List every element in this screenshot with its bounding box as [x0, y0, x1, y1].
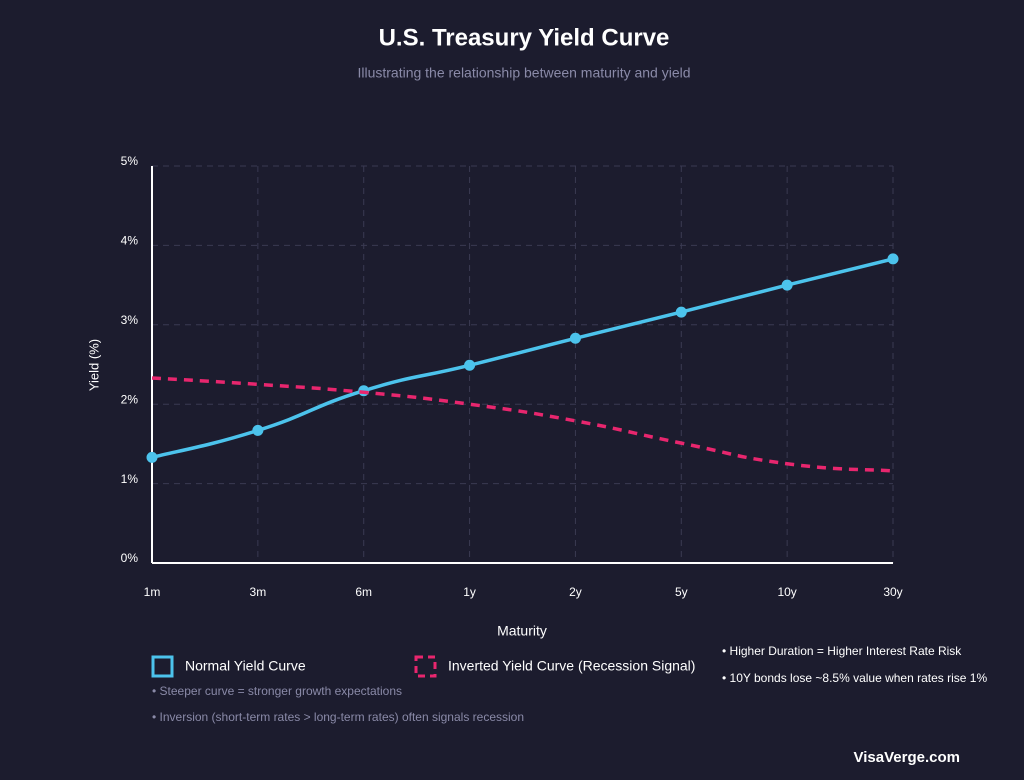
data-point [675, 306, 687, 318]
y-tick-label: 3% [121, 313, 139, 327]
x-tick-label: 30y [883, 585, 902, 599]
y-axis-label: Yield (%) [86, 339, 101, 391]
data-point [781, 279, 793, 291]
footer: VisaVerge.com [854, 749, 960, 766]
chart-subtitle: Illustrating the relationship between ma… [357, 65, 690, 81]
series-line [151, 376, 894, 473]
x-tick-label: 3m [250, 585, 267, 599]
x-axis-label: Maturity [497, 623, 547, 639]
y-tick-label: 2% [121, 392, 139, 406]
chart-title: U.S. Treasury Yield Curve [379, 24, 670, 51]
legend-swatch [414, 655, 437, 678]
x-tick-label: 1m [144, 585, 161, 599]
x-tick-label: 2y [569, 585, 582, 599]
legend-swatch [151, 655, 174, 678]
data-point [252, 424, 264, 436]
annotation: • Higher Duration = Higher Interest Rate… [722, 644, 962, 658]
data-point [887, 253, 899, 265]
series-line [151, 257, 894, 460]
y-tick-label: 0% [121, 551, 139, 565]
y-tick-label: 4% [121, 234, 139, 248]
x-tick-label: 1y [463, 585, 476, 599]
data-point [464, 359, 476, 371]
y-tick-label: 1% [121, 472, 139, 486]
legend-label: Normal Yield Curve [185, 658, 306, 674]
annotation: • Inversion (short-term rates > long-ter… [152, 710, 524, 724]
annotation: • Steeper curve = stronger growth expect… [152, 684, 402, 698]
x-tick-label: 10y [777, 585, 796, 599]
y-tick-label: 5% [121, 154, 139, 168]
annotation: • 10Y bonds lose ~8.5% value when rates … [722, 671, 987, 685]
data-point [146, 451, 158, 463]
x-tick-label: 6m [355, 585, 372, 599]
data-point [569, 332, 581, 344]
legend-label: Inverted Yield Curve (Recession Signal) [448, 658, 695, 674]
x-tick-label: 5y [675, 585, 688, 599]
